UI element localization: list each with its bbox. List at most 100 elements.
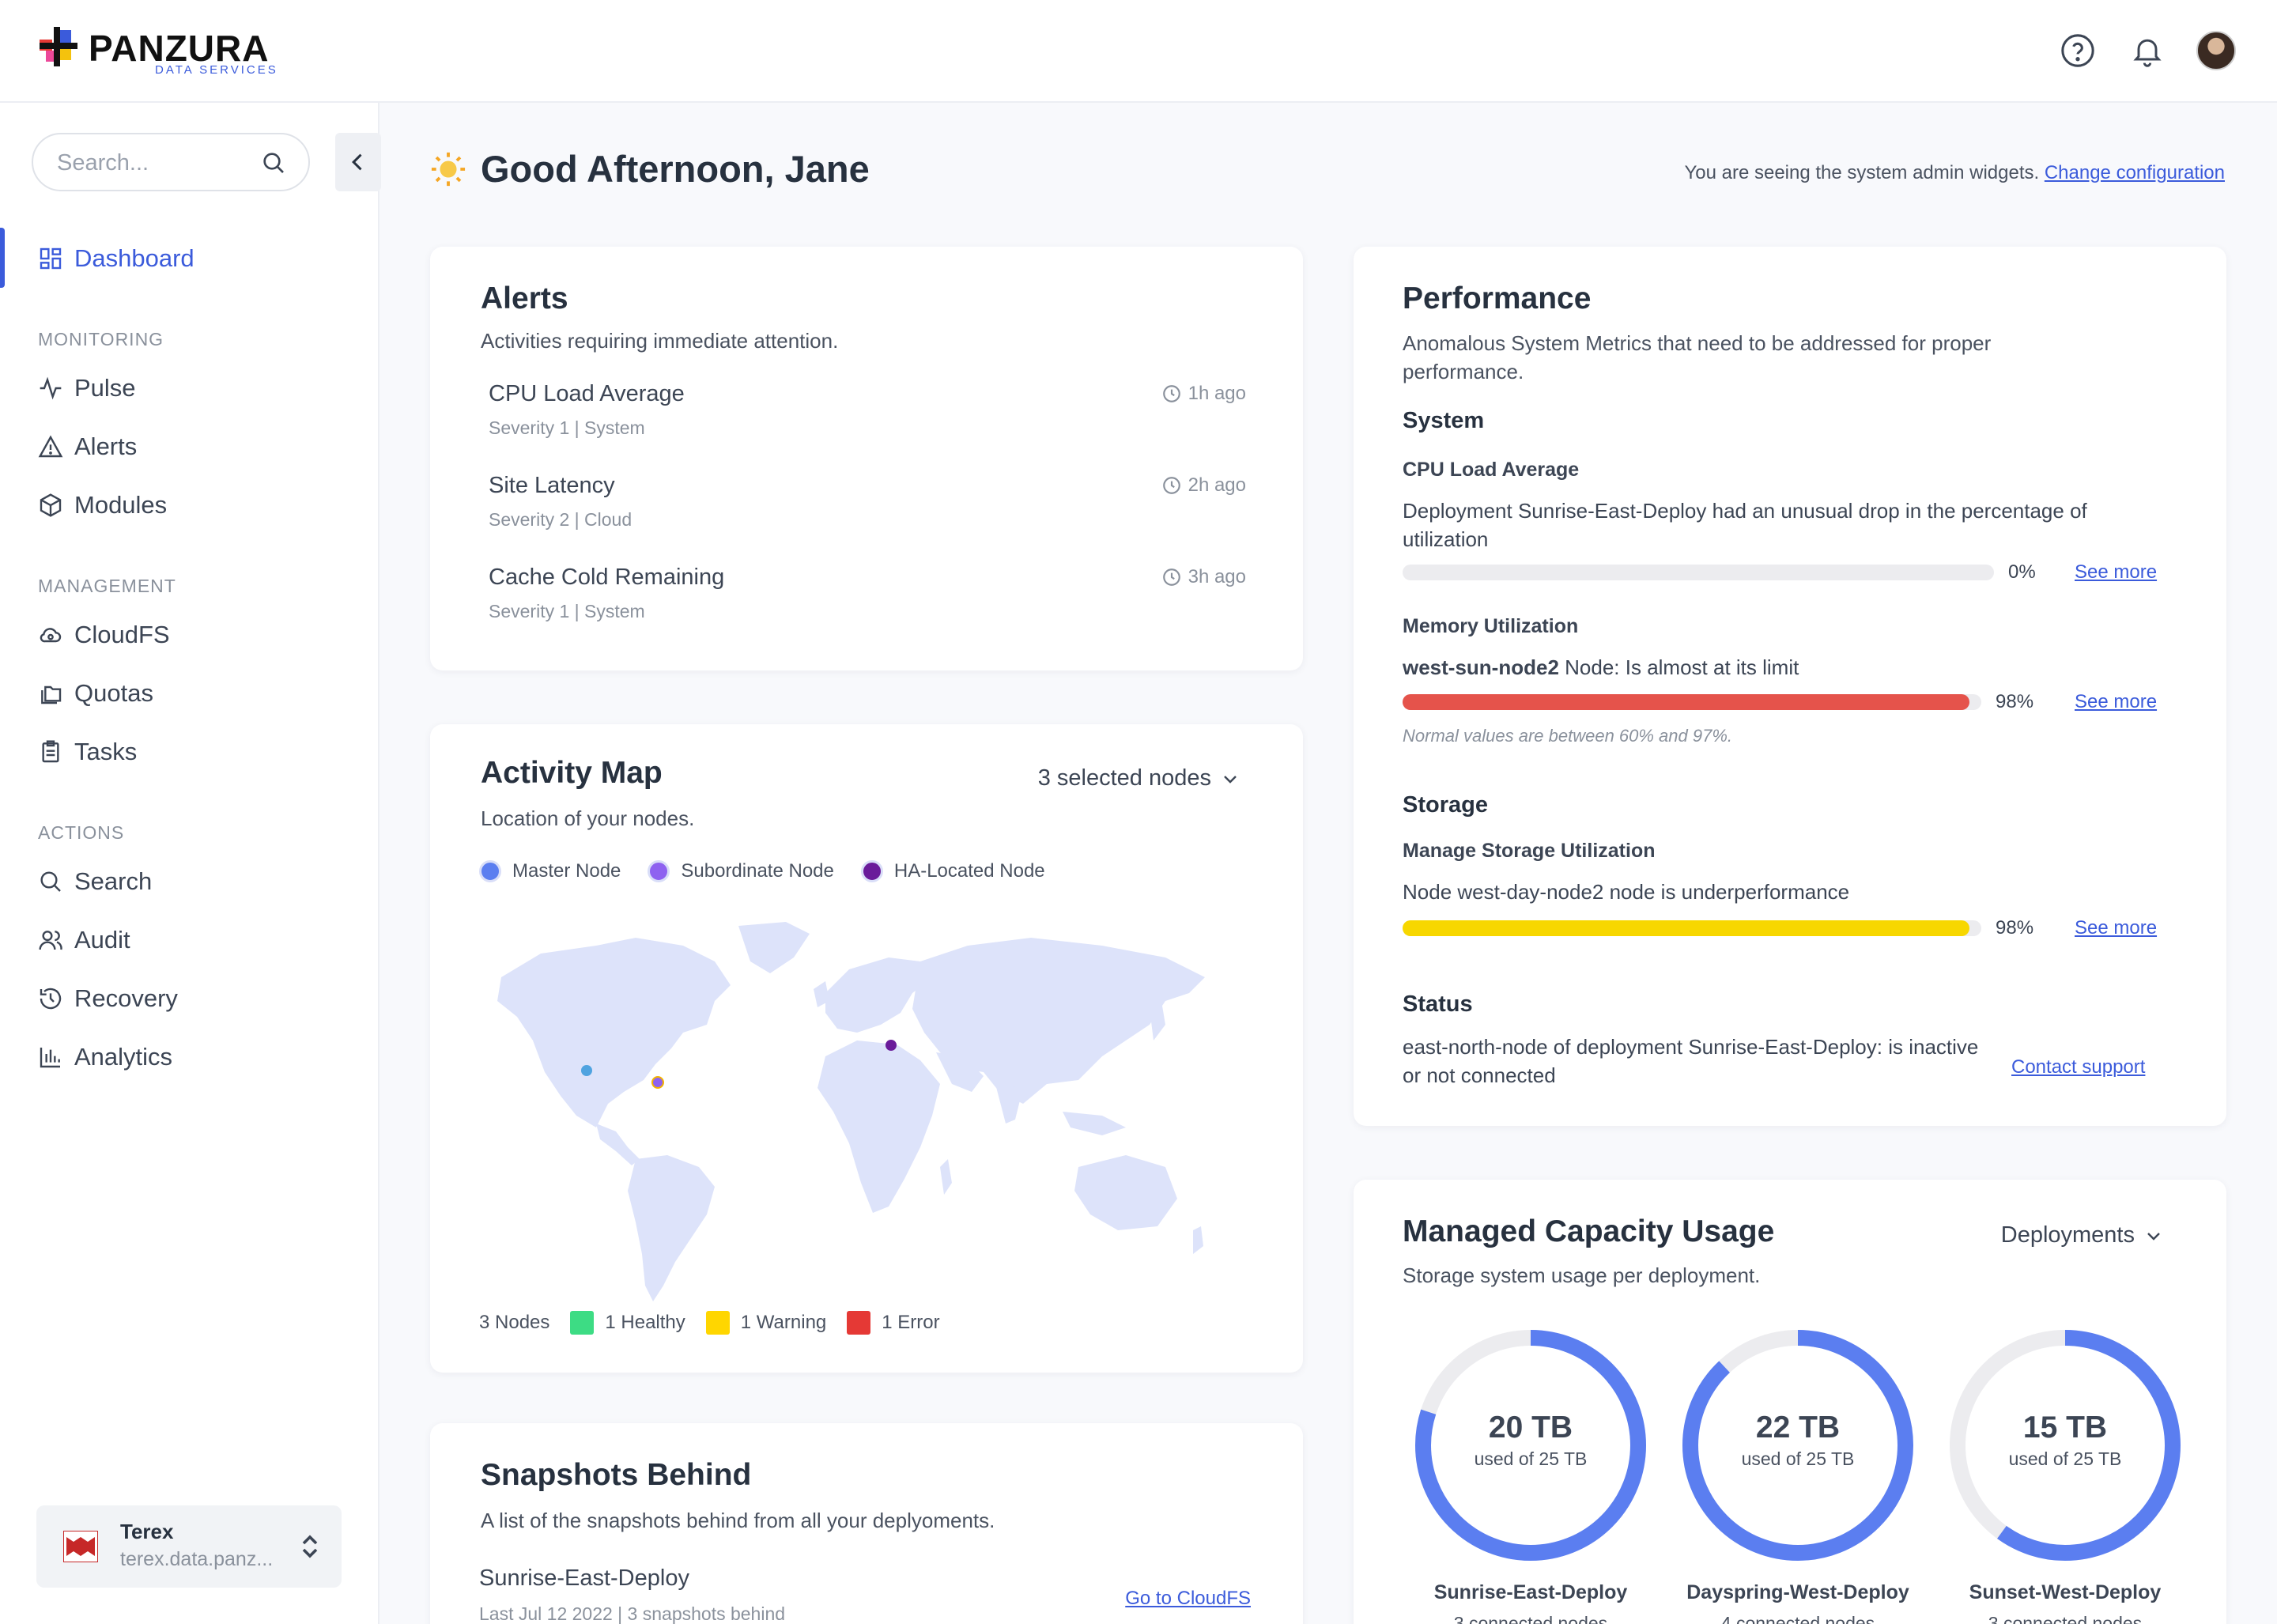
sidebar-item-label: Analytics (74, 1043, 173, 1071)
deployment-nodes: 3 connected nodes (1988, 1613, 2143, 1624)
deployments-dropdown-label: Deployments (2000, 1222, 2135, 1248)
snapshot-deploy-name: Sunrise-East-Deploy (479, 1565, 689, 1591)
search-icon[interactable] (261, 150, 286, 179)
sidebar-item-quotas[interactable]: Quotas (38, 674, 153, 713)
cpu-progress-bar (1403, 565, 1994, 580)
active-indicator (0, 228, 5, 288)
alert-item[interactable]: Cache Cold Remaining Severity 1 | System… (489, 565, 1246, 621)
cloud-icon (40, 628, 62, 643)
clipboard-icon (42, 740, 59, 763)
legend-ha-located: HA-Located Node (860, 860, 1045, 882)
sidebar-item-label: Alerts (74, 432, 138, 460)
deployment-donut[interactable]: 15 TB used of 25 TB Sunset-West-Deploy 3… (1947, 1327, 2184, 1624)
memory-note: Normal values are between 60% and 97%. (1403, 726, 1733, 746)
map-legend: Master Node Subordinate Node HA-Located … (479, 860, 1045, 882)
storage-label: Manage Storage Utilization (1403, 840, 1656, 862)
storage-heading: Storage (1403, 792, 1488, 818)
tenant-url: terex.data.panz... (120, 1548, 274, 1570)
snapshot-meta: Last Jul 12 2022 | 3 snapshots behind (479, 1603, 786, 1624)
config-note: You are seeing the system admin widgets.… (1684, 162, 2225, 184)
node-ha-marker[interactable] (886, 1040, 897, 1051)
sidebar-search[interactable] (32, 133, 310, 191)
status-warning: 1 Warning (705, 1311, 826, 1335)
sidebar-item-alerts[interactable]: Alerts (38, 427, 137, 466)
sidebar-item-label: Audit (74, 926, 130, 954)
sidebar-item-audit[interactable]: Audit (38, 920, 130, 960)
sidebar-item-label: Recovery (74, 984, 178, 1012)
chevron-down-icon (1224, 775, 1237, 784)
deployment-donut[interactable]: 22 TB used of 25 TB Dayspring-West-Deplo… (1679, 1327, 1916, 1624)
section-monitoring: MONITORING (38, 329, 164, 349)
sidebar-item-label: Quotas (74, 679, 153, 707)
usage-ring (1415, 1330, 1646, 1561)
status-error: 1 Error (847, 1311, 940, 1335)
alert-time: 1h ago (1161, 383, 1246, 405)
usage-ring (1950, 1330, 2181, 1561)
usage-value: 20 TB (1488, 1411, 1573, 1445)
go-to-cloudfs-link[interactable]: Go to CloudFS (1125, 1588, 1251, 1609)
folders-icon (41, 685, 62, 704)
memory-progress-bar (1403, 694, 1981, 710)
chevron-down-icon (2147, 1232, 2160, 1241)
world-map[interactable] (478, 914, 1237, 1309)
legend-subordinate: Subordinate Node (648, 860, 834, 882)
clock-icon (1162, 477, 1180, 494)
alert-meta: Severity 1 | System (489, 601, 645, 621)
storage-progress-bar (1403, 920, 1981, 936)
sun-icon (431, 152, 466, 186)
panzura-logo-icon (40, 27, 77, 66)
deployment-name: Sunset-West-Deploy (1969, 1581, 2162, 1603)
deployment-nodes: 4 connected nodes (1720, 1613, 1875, 1624)
node-master-marker[interactable] (581, 1065, 592, 1076)
error-swatch (847, 1311, 871, 1335)
sidebar-item-label: Dashboard (74, 244, 194, 272)
status-healthy: 1 Healthy (570, 1311, 685, 1335)
sidebar-item-modules[interactable]: Modules (38, 485, 167, 525)
sidebar-item-search[interactable]: Search (38, 862, 152, 901)
user-avatar[interactable] (2196, 31, 2236, 70)
deployments-dropdown[interactable]: Deployments (2001, 1222, 2163, 1248)
sidebar-item-label: Search (74, 867, 153, 895)
alert-item[interactable]: CPU Load Average Severity 1 | System 1h … (489, 381, 1246, 438)
alert-time: 2h ago (1161, 474, 1246, 497)
sidebar-item-pulse[interactable]: Pulse (38, 368, 136, 408)
sidebar-item-dashboard[interactable]: Dashboard (38, 239, 194, 278)
alert-title: CPU Load Average (489, 381, 685, 406)
alert-item[interactable]: Site Latency Severity 2 | Cloud 2h ago (489, 473, 1246, 530)
collapse-sidebar-button[interactable] (335, 133, 381, 191)
greeting: Good Afternoon, Jane (430, 147, 870, 191)
deployment-donut[interactable]: 20 TB used of 25 TB Sunrise-East-Deploy … (1412, 1327, 1649, 1624)
chevron-up-down-icon[interactable] (299, 1532, 321, 1561)
sidebar-item-cloudfs[interactable]: CloudFS (38, 615, 170, 655)
bell-icon[interactable] (2127, 30, 2168, 71)
page-title: Good Afternoon, Jane (481, 148, 870, 190)
sidebar-item-tasks[interactable]: Tasks (38, 732, 137, 772)
storage-progress-fill (1403, 920, 1970, 936)
section-actions: ACTIONS (38, 822, 125, 843)
legend-dot (860, 860, 883, 882)
legend-master: Master Node (479, 860, 621, 882)
node-subordinate-marker[interactable] (651, 1076, 664, 1089)
memory-percent: 98% (1996, 691, 2034, 712)
ring-usage-arc (1950, 1330, 2181, 1561)
node-selector-dropdown[interactable]: 3 selected nodes (1038, 765, 1240, 791)
healthy-swatch (570, 1311, 595, 1335)
capacity-card: Managed Capacity Usage Storage system us… (1354, 1180, 2226, 1624)
tenant-switcher[interactable]: Terex terex.data.panz... (36, 1505, 342, 1588)
legend-dot (648, 860, 670, 882)
contact-support-link[interactable]: Contact support (2011, 1056, 2146, 1078)
help-icon[interactable] (2057, 30, 2098, 71)
change-configuration-link[interactable]: Change configuration (2044, 162, 2225, 183)
sidebar-item-recovery[interactable]: Recovery (38, 979, 178, 1018)
node-status-bar: 3 Nodes 1 Healthy 1 Warning 1 Error (479, 1311, 940, 1335)
memory-see-more-link[interactable]: See more (2075, 691, 2158, 712)
storage-see-more-link[interactable]: See more (2075, 917, 2158, 939)
dashboard-icon (40, 247, 62, 270)
deployment-name: Dayspring-West-Deploy (1686, 1581, 1909, 1603)
alert-meta: Severity 1 | System (489, 417, 645, 438)
cpu-see-more-link[interactable]: See more (2075, 561, 2158, 583)
deployment-name: Sunrise-East-Deploy (1433, 1581, 1628, 1603)
cube-icon (40, 493, 62, 517)
sidebar-item-analytics[interactable]: Analytics (38, 1037, 172, 1077)
search-input[interactable] (57, 147, 255, 179)
